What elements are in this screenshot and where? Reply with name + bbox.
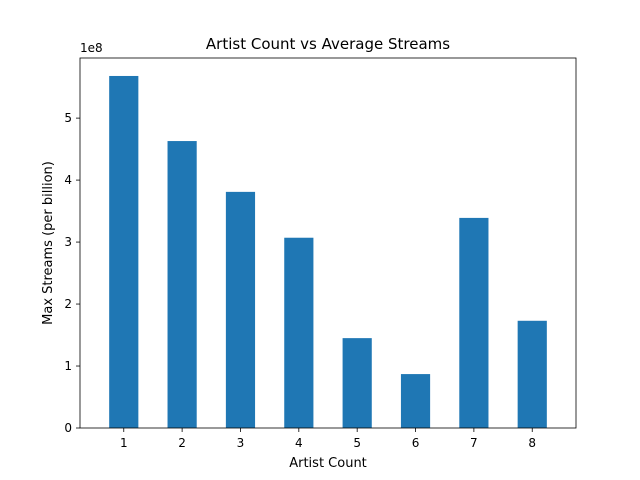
bar-8 [517, 320, 547, 428]
bar-2 [167, 141, 197, 429]
x-tick-label: 1 [120, 436, 128, 450]
x-tick-label: 5 [353, 436, 361, 450]
y-axis-label: Max Streams (per billion) [41, 161, 56, 325]
bar-1 [109, 75, 139, 428]
x-tick-label: 6 [412, 436, 420, 450]
bar-4 [284, 237, 314, 428]
bar-7 [459, 217, 489, 428]
x-tick-label: 3 [237, 436, 245, 450]
bar-3 [225, 191, 256, 428]
y-tick-label: 2 [64, 297, 72, 311]
y-tick-label: 5 [64, 111, 72, 125]
chart-title: Artist Count vs Average Streams [206, 35, 450, 53]
x-axis-ticks: 1 2 3 4 5 6 7 8 [120, 428, 536, 450]
plot-area-frame [79, 57, 577, 429]
bar-5 [342, 338, 372, 428]
x-tick-label: 7 [470, 436, 478, 450]
y-tick-label: 1 [64, 359, 72, 373]
x-tick-label: 2 [178, 436, 186, 450]
y-tick-label: 4 [64, 173, 72, 187]
y-tick-label: 3 [64, 235, 72, 249]
bar-6 [400, 374, 431, 428]
bars-group [109, 75, 547, 429]
x-tick-label: 4 [295, 436, 303, 450]
y-tick-label: 0 [64, 421, 72, 435]
y-axis-offset-text: 1e8 [80, 41, 103, 55]
x-tick-label: 8 [528, 436, 536, 450]
y-axis-ticks: 0 1 2 3 4 5 [64, 111, 80, 435]
x-axis-label: Artist Count [289, 456, 367, 471]
